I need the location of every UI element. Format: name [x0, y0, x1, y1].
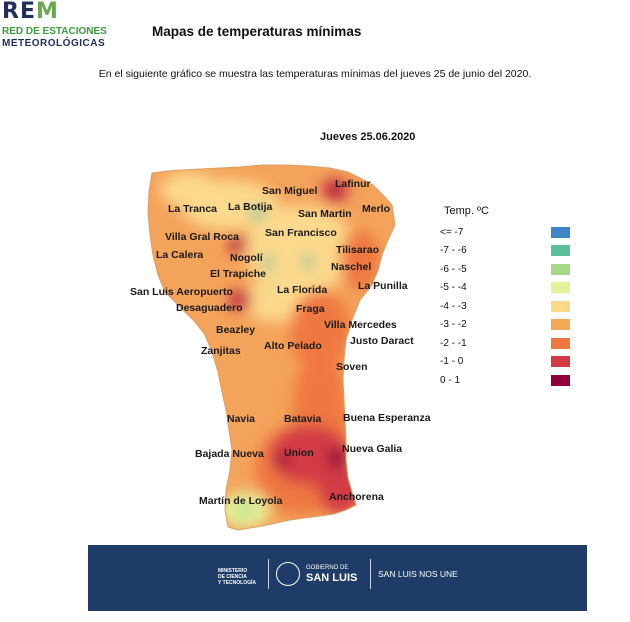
footer-separator — [370, 559, 371, 589]
footer-ministerio-line: Y TECNOLOGÍA — [218, 580, 256, 586]
temperature-map — [147, 164, 396, 531]
city-label: San Martin — [298, 208, 352, 220]
legend-row: -5 - -4 — [440, 279, 570, 298]
city-label: Union — [284, 447, 314, 459]
city-label: El Trapiche — [210, 268, 267, 280]
city-label: Lafinur — [335, 178, 371, 190]
page-subtitle: En el siguiente gráfico se muestra las t… — [98, 68, 532, 80]
page-title: Mapas de temperaturas mínimas — [152, 24, 362, 39]
footer-ministerio-line: MINISTERIO — [218, 568, 248, 574]
footer-gobierno-small: GOBIERNO DE — [306, 565, 349, 571]
city-label: Navia — [227, 413, 256, 425]
legend-swatch — [551, 263, 570, 275]
footer-motto: SAN LUIS NOS UNE — [378, 569, 458, 579]
city-label: Soven — [336, 361, 368, 373]
city-label: Nogolí — [230, 252, 263, 264]
logo-rem-text: REM — [2, 0, 142, 24]
footer-gobierno-big: SAN LUIS — [306, 572, 358, 584]
city-label: San Luis Aeropuerto — [130, 286, 233, 298]
logo-rem-letters: REM — [2, 0, 59, 24]
legend-row: -7 - -6 — [440, 242, 570, 261]
legend-label: 0 - 1 — [440, 374, 461, 386]
legend-label: -5 - -4 — [440, 282, 467, 294]
city-label: Villa Mercedes — [324, 319, 397, 331]
rem-logo: REM RED DE ESTACIONES METEOROLÓGICAS — [2, 0, 142, 50]
city-label: La Punilla — [358, 280, 408, 292]
legend-label: -7 - -6 — [440, 245, 467, 257]
city-label: Beazley — [216, 324, 256, 336]
city-label: Martín de Loyola — [199, 495, 283, 507]
city-label: Zanjitas — [201, 345, 241, 357]
legend-swatch — [551, 245, 570, 257]
logo-line-1: RED DE ESTACIONES — [2, 26, 107, 37]
map-legend: Temp. ºC <= -7 -7 - -6 -6 - -5 -5 - -4 -4 - … — [440, 205, 570, 390]
legend-row: -3 - -2 — [440, 316, 570, 335]
city-label: San Miguel — [262, 185, 318, 197]
legend-label: -2 - -1 — [440, 337, 467, 349]
legend-swatch — [551, 300, 570, 312]
legend-swatch — [551, 319, 570, 331]
province-outline — [147, 164, 396, 531]
city-label: Alto Pelado — [264, 340, 322, 352]
legend-label: <= -7 — [440, 226, 464, 238]
legend-label: -4 - -3 — [440, 300, 467, 312]
legend-row: -2 - -1 — [440, 334, 570, 353]
footer-banner: MINISTERIO DE CIENCIA Y TECNOLOGÍA GOBIE… — [88, 545, 587, 611]
city-label: Buena Esperanza — [343, 412, 431, 424]
city-label: Bajada Nueva — [195, 448, 264, 460]
legend-swatch — [551, 282, 570, 294]
map-date-label: Jueves 25.06.2020 — [320, 131, 416, 143]
footer-ministerio: MINISTERIO DE CIENCIA Y TECNOLOGÍA — [218, 568, 256, 586]
legend-label: -6 - -5 — [440, 263, 467, 275]
logo-line-2: METEOROLÓGICAS — [2, 38, 106, 49]
legend-swatch — [551, 337, 570, 349]
map-svg — [147, 164, 396, 531]
city-label: La Florida — [277, 284, 328, 296]
city-label: Justo Daract — [350, 335, 414, 347]
legend-row: -6 - -5 — [440, 260, 570, 279]
legend-title: Temp. ºC — [444, 205, 489, 217]
city-label: San Francisco — [265, 227, 337, 239]
legend-row: <= -7 — [440, 223, 570, 242]
city-label: Desaguadero — [176, 302, 243, 314]
city-label: Fraga — [296, 303, 325, 315]
city-label: Batavia — [284, 413, 322, 425]
city-label: Nueva Galia — [342, 443, 403, 455]
city-label: La Calera — [156, 249, 204, 261]
city-label: Merlo — [362, 203, 391, 215]
city-label: Naschel — [331, 261, 372, 273]
legend-swatch — [551, 226, 570, 238]
city-label: Villa Gral Roca — [165, 231, 239, 243]
footer-ministerio-line: DE CIENCIA — [218, 574, 247, 580]
legend-rows: <= -7 -7 - -6 -6 - -5 -5 - -4 -4 - -3 -3 - -2… — [440, 223, 570, 390]
city-label: La Botija — [228, 201, 273, 213]
city-label: La Tranca — [168, 203, 218, 215]
legend-label: -1 - 0 — [440, 356, 464, 368]
san-luis-seal-icon — [276, 562, 300, 586]
legend-row: 0 - 1 — [440, 371, 570, 390]
legend-swatch — [551, 374, 570, 386]
footer-separator — [268, 559, 269, 589]
legend-swatch — [551, 356, 570, 368]
city-label: Anchorena — [329, 491, 384, 503]
legend-row: -4 - -3 — [440, 297, 570, 316]
legend-label: -3 - -2 — [440, 319, 467, 331]
city-label: Tilisarao — [336, 244, 379, 256]
legend-row: -1 - 0 — [440, 353, 570, 372]
